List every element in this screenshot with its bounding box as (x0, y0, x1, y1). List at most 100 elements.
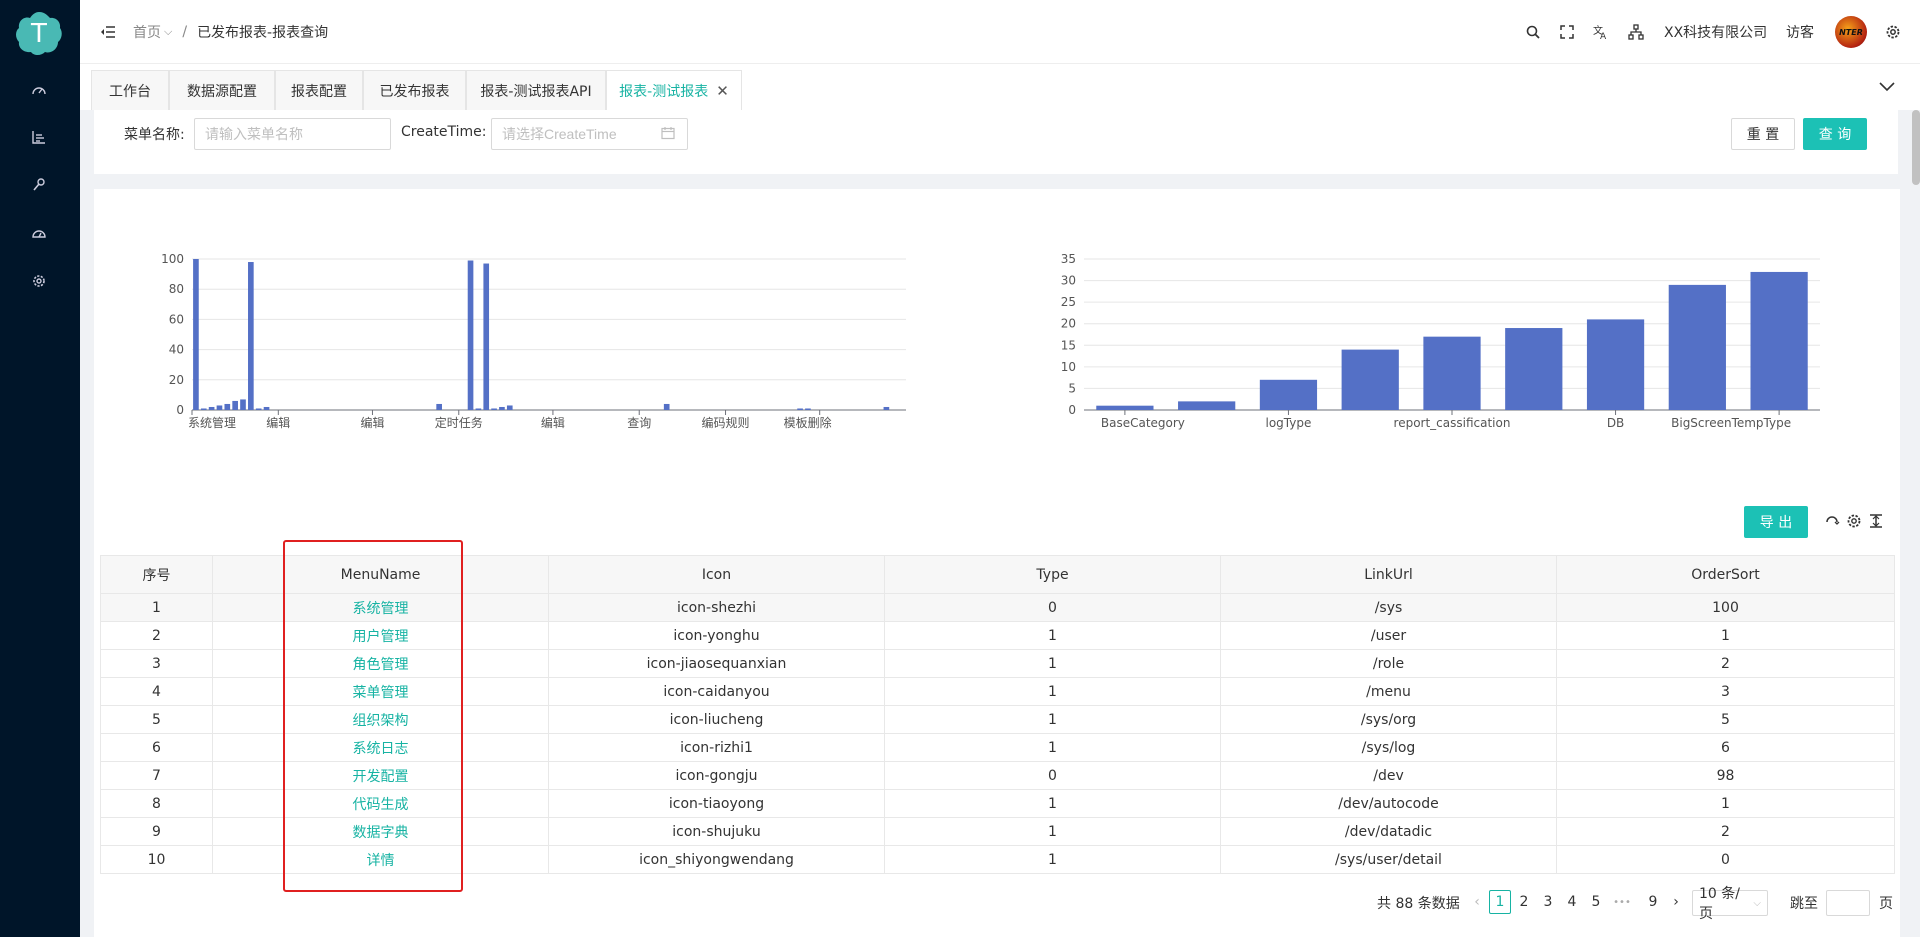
createtime-input[interactable] (491, 118, 688, 150)
chart-bar[interactable] (1586, 319, 1645, 410)
pagination-page[interactable]: 3 (1543, 894, 1553, 910)
tab-report-test[interactable]: 报表-测试报表 ✕ (606, 70, 742, 110)
cell-menuname[interactable]: 详情 (212, 845, 549, 874)
table-row[interactable]: 4 菜单管理 icon-caidanyou 1/menu 3 (100, 677, 1895, 706)
cell-menuname[interactable]: 用户管理 (212, 621, 549, 650)
cell-menuname[interactable]: 代码生成 (212, 789, 549, 818)
chart-bar[interactable] (436, 403, 442, 410)
chart-icon[interactable] (28, 126, 50, 148)
chart-bar[interactable] (248, 262, 254, 410)
table-row[interactable]: 6 系统日志 icon-rizhi1 1/sys/log 6 (100, 733, 1895, 762)
chart-bar[interactable] (491, 408, 497, 410)
tool-icon[interactable] (28, 174, 50, 196)
cell-menuname[interactable]: 系统管理 (212, 593, 549, 622)
settings-icon[interactable] (1882, 21, 1904, 43)
pagination-next-button[interactable]: › (1673, 894, 1679, 910)
query-button[interactable]: 查 询 (1803, 118, 1867, 150)
cell-menuname[interactable]: 系统日志 (212, 733, 549, 762)
pagination-page[interactable]: 5 (1591, 894, 1601, 910)
chart-bar[interactable] (1750, 271, 1808, 410)
chart-bar[interactable] (240, 399, 246, 410)
column-settings-icon[interactable] (1846, 513, 1862, 529)
gauge-icon[interactable] (28, 222, 50, 244)
scrollbar[interactable] (1912, 110, 1920, 185)
app-logo[interactable]: T (14, 9, 64, 57)
chart-bar[interactable] (1259, 379, 1318, 410)
chart-bar[interactable] (475, 408, 482, 410)
chart-bar[interactable] (797, 408, 803, 410)
refresh-icon[interactable] (1824, 513, 1840, 529)
avatar[interactable]: NTER (1835, 16, 1867, 48)
close-icon[interactable]: ✕ (716, 81, 729, 100)
calendar-icon[interactable] (661, 126, 675, 140)
cell-menuname[interactable]: 组织架构 (212, 705, 549, 734)
pagination-page[interactable]: 4 (1567, 894, 1577, 910)
column-header-index[interactable]: 序号 (100, 555, 213, 594)
chart-bar[interactable] (1096, 405, 1154, 410)
chart-bar[interactable] (506, 405, 513, 410)
goto-page-input[interactable] (1826, 890, 1870, 916)
chart-bar[interactable] (805, 408, 811, 410)
tabs-dropdown-icon[interactable] (1877, 77, 1897, 97)
chart-bar[interactable] (200, 408, 207, 410)
chart-bar[interactable] (883, 406, 890, 410)
fullscreen-icon[interactable] (1556, 21, 1578, 43)
table-row[interactable]: 7 开发配置 icon-gongju 0/dev 98 (100, 761, 1895, 790)
cell-menuname[interactable]: 数据字典 (212, 817, 549, 846)
tab-workbench[interactable]: 工作台 (91, 70, 169, 110)
chart-bar[interactable] (224, 403, 231, 410)
page-size-select[interactable]: 10 条/页 ⌵ (1692, 886, 1768, 922)
gear-icon[interactable] (28, 270, 50, 292)
chart-bar[interactable] (1505, 328, 1563, 410)
reset-button[interactable]: 重 置 (1731, 118, 1795, 150)
search-icon[interactable] (1522, 21, 1544, 43)
chart-bar[interactable] (499, 406, 505, 410)
user-name[interactable]: 访客 (1786, 25, 1814, 41)
chart-bar[interactable] (1668, 284, 1726, 410)
column-header-type[interactable]: Type (884, 555, 1221, 594)
pagination-ellipsis[interactable]: ••• (1613, 896, 1631, 908)
chart-bar[interactable] (255, 408, 262, 410)
column-header-icon[interactable]: Icon (548, 555, 885, 594)
chart-bar[interactable] (208, 406, 215, 410)
table-row[interactable]: 9 数据字典 icon-shujuku 1/dev/datadic 2 (100, 817, 1895, 846)
chart-bar[interactable] (1341, 349, 1399, 410)
tab-datasource-config[interactable]: 数据源配置 (169, 70, 275, 110)
column-header-menuname[interactable]: MenuName (212, 555, 549, 594)
chart-bar[interactable] (1423, 336, 1481, 410)
tab-report-config[interactable]: 报表配置 (275, 70, 363, 110)
table-row[interactable]: 5 组织架构 icon-liucheng 1/sys/org 5 (100, 705, 1895, 734)
menu-name-input[interactable] (194, 118, 391, 150)
pagination-page-last[interactable]: 9 (1648, 894, 1658, 910)
cell-menuname[interactable]: 开发配置 (212, 761, 549, 790)
table-row[interactable]: 3 角色管理 icon-jiaosequanxian 1/role 2 (100, 649, 1895, 678)
table-row[interactable]: 10 详情 icon_shiyongwendang 1/sys/user/detail… (100, 845, 1895, 874)
export-button[interactable]: 导 出 (1744, 506, 1808, 538)
tab-published-reports[interactable]: 已发布报表 (363, 70, 466, 110)
tab-report-test-api[interactable]: 报表-测试报表API (466, 70, 606, 110)
chart-bar[interactable] (467, 260, 474, 410)
density-icon[interactable] (1868, 513, 1884, 529)
table-row[interactable]: 2 用户管理 icon-yonghu 1/user 1 (100, 621, 1895, 650)
chart-bar[interactable] (663, 403, 670, 410)
breadcrumb-home[interactable]: 首页 (133, 25, 161, 41)
dashboard-icon[interactable] (28, 80, 50, 102)
chart-bar[interactable] (1178, 401, 1236, 410)
pagination-page[interactable]: 1 (1489, 890, 1511, 914)
cell-menuname[interactable]: 角色管理 (212, 649, 549, 678)
pagination-page[interactable]: 2 (1519, 894, 1529, 910)
cell-menuname[interactable]: 菜单管理 (212, 677, 549, 706)
chart-bar[interactable] (263, 406, 270, 410)
company-name[interactable]: XX科技有限公司 (1664, 25, 1768, 41)
chart-bar[interactable] (483, 263, 490, 410)
table-row[interactable]: 8 代码生成 icon-tiaoyong 1/dev/autocode 1 (100, 789, 1895, 818)
chart-bar[interactable] (232, 400, 238, 410)
chart-bar[interactable] (216, 405, 223, 410)
menu-fold-icon[interactable] (97, 21, 119, 43)
pagination-prev-button[interactable]: ‹ (1474, 894, 1480, 910)
column-header-ordersort[interactable]: OrderSort (1556, 555, 1895, 594)
chart-bar[interactable] (193, 259, 199, 410)
sitemap-icon[interactable] (1625, 21, 1647, 43)
column-header-linkurl[interactable]: LinkUrl (1220, 555, 1557, 594)
